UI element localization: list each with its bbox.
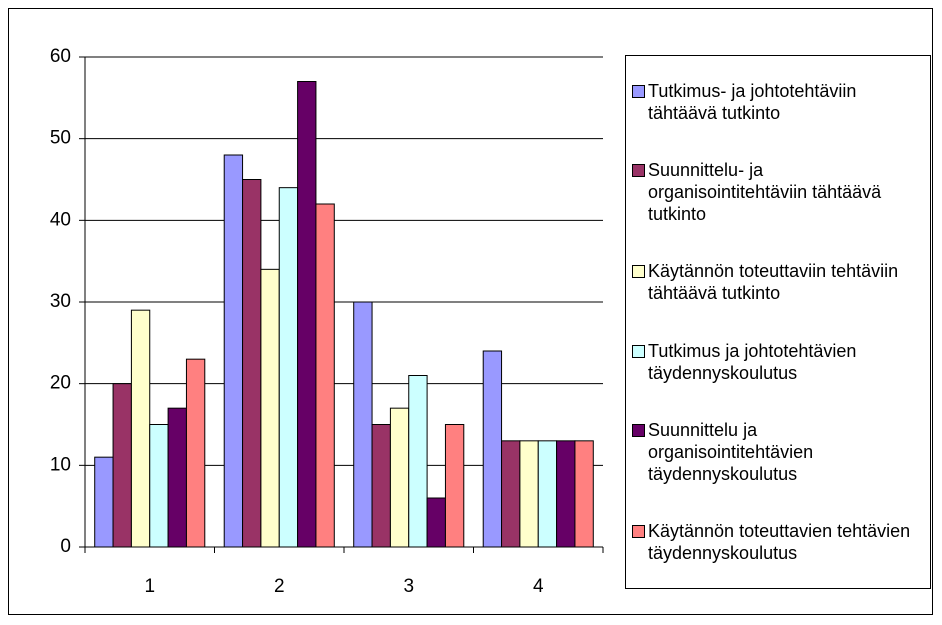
bar bbox=[94, 456, 114, 548]
bar bbox=[223, 154, 244, 548]
legend-entry: Suunnittelu- ja organisointitehtäviin tä… bbox=[632, 159, 926, 225]
y-tick-label: 30 bbox=[50, 291, 71, 312]
legend-label: Käytännön toteuttaviin tehtäviin tähtääv… bbox=[648, 261, 899, 304]
legend-swatch bbox=[632, 525, 645, 539]
bar bbox=[167, 407, 187, 548]
bar bbox=[574, 440, 594, 548]
bar bbox=[501, 440, 521, 548]
bar bbox=[185, 358, 206, 548]
legend-entry: Käytännön toteuttaviin tehtäviin tähtääv… bbox=[632, 260, 926, 304]
y-tick-label: 0 bbox=[60, 536, 71, 557]
legend-entry: Tutkimus- ja johtotehtäviin tähtäävä tut… bbox=[632, 80, 926, 124]
legend-entry: Suunnittelu ja organisointitehtävien täy… bbox=[632, 419, 926, 485]
bar bbox=[482, 350, 503, 548]
legend-label: Käytännön toteuttavien tehtävien täydenn… bbox=[648, 521, 911, 564]
bar bbox=[260, 268, 280, 548]
legend-swatch bbox=[632, 423, 645, 437]
bar bbox=[444, 424, 465, 548]
y-tick-label: 40 bbox=[50, 209, 71, 230]
legend-label: Suunnittelu ja organisointitehtävien täy… bbox=[648, 419, 814, 484]
bar bbox=[371, 424, 391, 548]
x-tick-label: 4 bbox=[533, 576, 544, 597]
legend-swatch bbox=[632, 163, 645, 177]
y-tick-label: 10 bbox=[50, 454, 71, 475]
legend-swatch bbox=[632, 344, 645, 358]
legend-entry: Tutkimus ja johtotehtävien täydennyskoul… bbox=[632, 340, 926, 384]
bar bbox=[149, 424, 169, 548]
bar bbox=[353, 301, 373, 548]
y-tick-label: 50 bbox=[50, 128, 71, 149]
bar bbox=[408, 375, 428, 548]
bar bbox=[278, 187, 299, 548]
y-tick-label: 20 bbox=[50, 373, 71, 394]
bar bbox=[112, 383, 132, 548]
y-tick-label: 60 bbox=[50, 46, 71, 67]
bar bbox=[556, 440, 576, 548]
bar bbox=[297, 81, 317, 548]
legend: Tutkimus- ja johtotehtäviin tähtäävä tut… bbox=[625, 55, 931, 589]
x-tick-label: 1 bbox=[144, 576, 155, 597]
bar bbox=[519, 440, 539, 548]
bar bbox=[315, 203, 335, 548]
x-tick-label: 2 bbox=[274, 576, 285, 597]
legend-swatch bbox=[632, 265, 645, 279]
bar bbox=[130, 309, 151, 548]
bar bbox=[537, 440, 558, 548]
x-tick-label: 3 bbox=[403, 576, 414, 597]
legend-label: Tutkimus ja johtotehtävien täydennyskoul… bbox=[648, 340, 857, 383]
legend-swatch bbox=[632, 84, 645, 98]
legend-label: Tutkimus- ja johtotehtäviin tähtäävä tut… bbox=[648, 80, 857, 123]
bar bbox=[426, 497, 446, 548]
legend-label: Suunnittelu- ja organisointitehtäviin tä… bbox=[648, 159, 882, 224]
bar bbox=[389, 407, 410, 548]
legend-entry: Käytännön toteuttavien tehtävien täydenn… bbox=[632, 520, 926, 564]
bar bbox=[242, 179, 262, 548]
